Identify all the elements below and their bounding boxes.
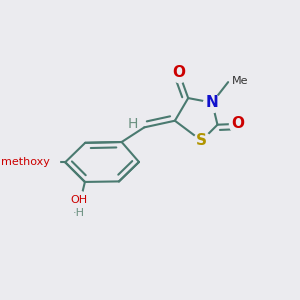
Text: ·H: ·H [73,208,85,218]
Text: S: S [196,133,207,148]
Text: OH: OH [70,194,87,205]
Text: N: N [206,95,218,110]
Text: H: H [128,117,138,131]
Text: Me: Me [232,76,249,86]
Text: O: O [232,116,245,131]
Text: O: O [172,65,185,80]
Text: methoxy: methoxy [2,157,50,167]
